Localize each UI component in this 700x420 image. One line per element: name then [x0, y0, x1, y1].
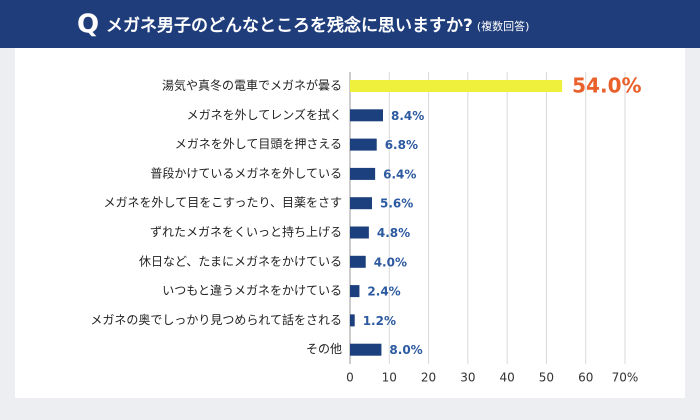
header-band	[0, 0, 700, 48]
value-label: 4.8%	[377, 226, 410, 240]
y-tick-label: いつもと違うメガネをかけている	[162, 284, 342, 298]
y-tick-label: 湯気や真冬の電車でメガネが曇る	[162, 78, 342, 93]
x-tick-label: 10	[382, 371, 397, 385]
bar	[350, 314, 355, 327]
x-tick-label: 40	[500, 371, 515, 385]
bar	[350, 285, 360, 298]
x-tick-label: 60	[578, 371, 593, 385]
y-tick-label: メガネの奥でしっかり見つめられて話をされる	[90, 312, 342, 327]
value-label: 54.0%	[572, 74, 641, 98]
y-tick-label: 休日など、たまにメガネをかけている	[139, 254, 342, 268]
value-label: 2.4%	[367, 285, 400, 299]
bar	[350, 80, 563, 92]
bar	[350, 197, 372, 210]
bar	[350, 343, 382, 356]
bar	[350, 138, 377, 151]
y-tick-label: メガネを外して目をこすったり、目薬をさす	[104, 196, 342, 210]
value-label: 6.8%	[385, 138, 418, 152]
y-tick-label: 普段かけているメガネを外している	[150, 165, 342, 180]
x-tick-label: 20	[421, 371, 436, 385]
x-tick-label: 0	[346, 371, 354, 385]
y-tick-label: その他	[306, 342, 342, 356]
value-label: 8.0%	[389, 343, 422, 357]
value-label: 4.0%	[374, 255, 407, 269]
bar	[350, 109, 383, 122]
bar	[350, 226, 369, 239]
bar	[350, 167, 376, 180]
bar	[350, 255, 366, 268]
value-label: 5.6%	[380, 197, 413, 211]
y-tick-label: メガネを外してレンズを拭く	[187, 107, 342, 122]
x-tick-label: 50	[539, 371, 554, 385]
chart-title: メガネ男子のどんなところを残念に思いますか?	[106, 15, 473, 36]
title-note: (複数回答)	[477, 19, 530, 33]
value-label: 6.4%	[383, 167, 416, 181]
x-tick-label: 30	[460, 371, 475, 385]
x-tick-label: 70%	[612, 371, 639, 385]
question-mark: Q	[77, 10, 99, 40]
value-label: 1.2%	[363, 314, 396, 328]
y-tick-label: メガネを外して目頭を押さえる	[175, 137, 342, 151]
y-tick-label: ずれたメガネをくいっと持ち上げる	[150, 224, 342, 239]
value-label: 8.4%	[391, 109, 424, 123]
